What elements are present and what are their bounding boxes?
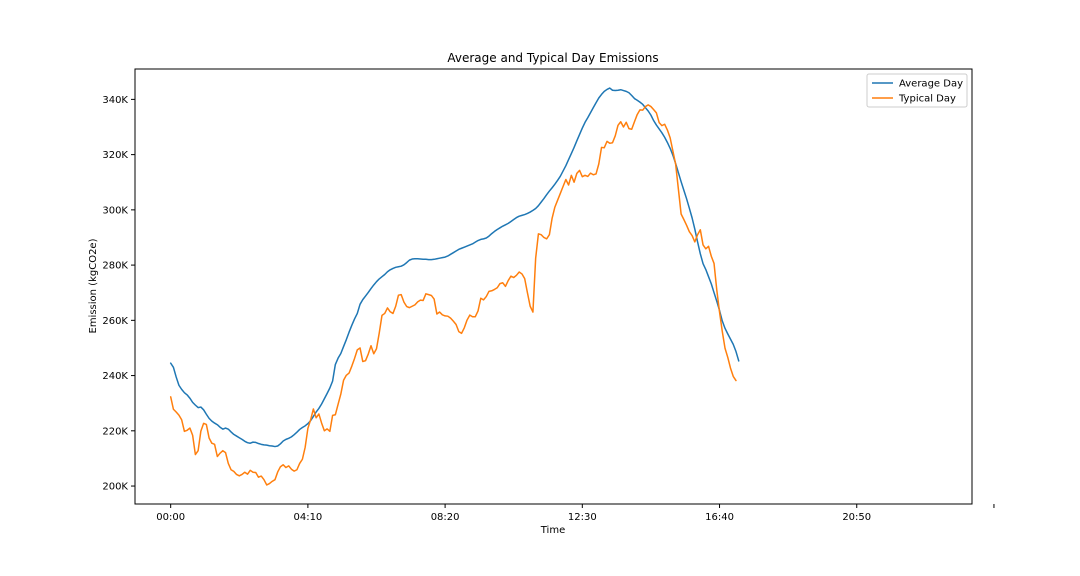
- series-layer: [169, 87, 740, 486]
- x-tick-label: 20:50: [842, 512, 871, 523]
- y-axis-label: Emission (kgCO2e): [88, 238, 99, 333]
- series-line-average-day: [169, 87, 740, 448]
- y-tick-label: 320K: [102, 150, 128, 161]
- y-tick-label: 240K: [102, 371, 128, 382]
- y-tick-label: 340K: [102, 95, 128, 106]
- x-tick-label: 08:20: [431, 512, 460, 523]
- legend-label: Typical Day: [898, 94, 956, 105]
- x-tick-label: 00:00: [156, 512, 185, 523]
- legend-label: Average Day: [899, 79, 963, 90]
- x-axis-ticks: 00:00 04:10 08:20 12:30 16:40 20:50: [156, 504, 995, 523]
- plot-area-frame: [134, 68, 973, 505]
- chart-title: Average and Typical Day Emissions: [447, 51, 658, 65]
- y-tick-label: 300K: [102, 205, 128, 216]
- x-tick-label: 16:40: [705, 512, 734, 523]
- x-axis-label: Time: [540, 525, 565, 536]
- y-axis-ticks: 200K 220K 240K 260K 280K 300K 320K 340K: [102, 95, 135, 493]
- series-line-typical-day: [169, 104, 737, 486]
- y-tick-label: 200K: [102, 482, 128, 493]
- y-tick-label: 280K: [102, 261, 128, 272]
- chart-legend: Average Day Typical Day: [866, 73, 968, 108]
- y-tick-label: 260K: [102, 316, 128, 327]
- x-tick-label: 04:10: [293, 512, 322, 523]
- y-tick-label: 220K: [102, 426, 128, 437]
- x-tick-label: 12:30: [568, 512, 597, 523]
